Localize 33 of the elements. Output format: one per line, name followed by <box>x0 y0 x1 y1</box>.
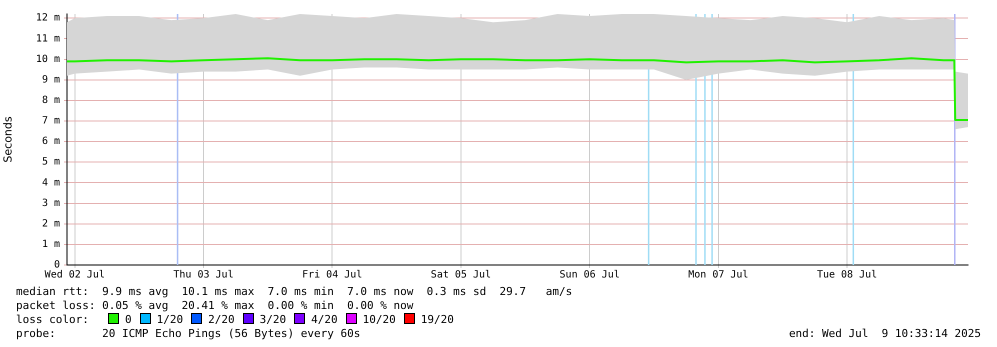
y-tick-label: 8 m <box>42 95 60 106</box>
y-tick-label: 4 m <box>42 177 60 188</box>
legend-label: 1/20 <box>156 313 184 326</box>
y-tick-label: 6 m <box>42 136 60 148</box>
text: packet loss: 0.05 % avg 20.41 % max 0.00 % min 0.00 % now <box>16 299 414 313</box>
y-tick-label: 1 m <box>42 239 60 250</box>
y-tick-label: 12 m <box>36 12 60 24</box>
y-tick-label: 9 m <box>42 74 60 86</box>
x-tick-label: Sat 05 Jul <box>430 270 492 281</box>
y-tick-label: 0 <box>54 260 60 271</box>
legend-label: 4/20 <box>311 313 338 326</box>
text: end: Wed Jul 9 10:33:14 2025 <box>788 327 981 341</box>
y-tick-label: 2 m <box>42 218 60 230</box>
legend-title: loss color: <box>16 313 90 327</box>
legend-label: 3/20 <box>260 313 286 326</box>
text: median rtt: 9.9 ms avg 10.1 ms max 7.0 ms min 7.0 ms now 0.3 ms sd 29.7 am/s <box>16 285 572 299</box>
y-tick-label: 11 m <box>36 33 60 44</box>
y-tick-label: 10 m <box>36 54 60 65</box>
x-tick-label: Thu 03 Jul <box>173 270 234 281</box>
x-tick-label: Fri 04 Jul <box>302 270 362 281</box>
text: probe: 20 ICMP Echo Pings (56 Bytes) every 60s <box>16 327 360 341</box>
x-tick-label: Mon 07 Jul <box>688 270 748 281</box>
y-axis-title: Seconds <box>1 116 14 163</box>
x-tick-label: Tue 08 Jul <box>816 270 878 281</box>
y-tick-label: 3 m <box>42 198 60 209</box>
legend-label: 10/20 <box>362 313 396 326</box>
x-tick-label: Sun 06 Jul <box>560 270 620 281</box>
x-tick-label: Wed 02 Jul <box>44 270 105 281</box>
legend-label: 19/20 <box>420 313 454 326</box>
legend-label: 0 <box>125 313 132 326</box>
legend-label: 2/20 <box>208 313 235 326</box>
y-tick-label: 7 m <box>42 116 60 127</box>
y-tick-label: 5 m <box>42 156 60 168</box>
